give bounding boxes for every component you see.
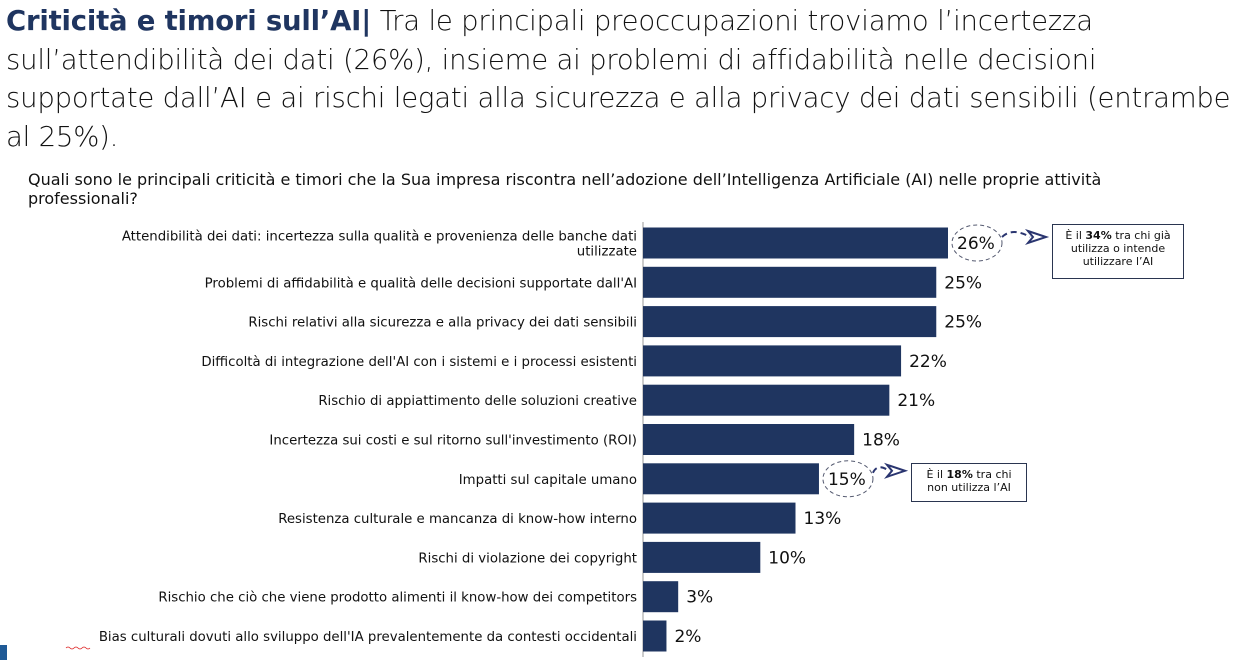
bar	[643, 266, 937, 298]
survey-question: Quali sono le principali criticità e tim…	[28, 170, 1102, 208]
value-label: 10%	[768, 548, 806, 568]
bar	[643, 502, 796, 534]
arrowhead-icon	[883, 462, 909, 479]
value-label: 3%	[686, 588, 713, 608]
note-text: È il	[926, 468, 947, 481]
note-text: È il	[1065, 229, 1086, 242]
headline-text: Tra le principali preoccupazioni troviam…	[6, 5, 1231, 153]
note-value: 18%	[946, 468, 973, 481]
bar	[643, 306, 937, 338]
callout-note-1: È il 34% tra chi già utilizza o intende …	[1052, 224, 1184, 279]
note-text: tra chi già utilizza o intende utilizzar…	[1070, 229, 1171, 268]
category-label: Impatti sul capitale umano	[459, 473, 637, 488]
value-label: 15%	[828, 470, 866, 490]
highlight-circle	[951, 224, 1003, 262]
bar	[643, 541, 761, 573]
category-label: Problemi di affidabilità e qualità delle…	[205, 275, 637, 291]
value-label: 26%	[957, 234, 995, 254]
value-label: 22%	[909, 352, 947, 372]
corner-logo-fragment	[0, 645, 7, 660]
bar	[643, 384, 890, 416]
category-label: Rischi di violazione dei copyright	[418, 551, 637, 566]
note-text: tra chi non utilizza l’AI	[927, 468, 1012, 494]
value-label: 21%	[897, 391, 935, 411]
bar	[643, 424, 855, 455]
headline: Criticità e timori sull’AI| Tra le princ…	[6, 2, 1236, 156]
bar	[643, 581, 679, 613]
note-value: 34%	[1085, 229, 1112, 242]
highlight-circle	[822, 460, 874, 498]
dashed-arrow	[1001, 231, 1031, 238]
value-label: 2%	[674, 627, 701, 647]
value-label: 25%	[944, 273, 982, 293]
category-label: utilizzate	[577, 245, 637, 260]
category-label: Rischi relativi alla sicurezza e alla pr…	[248, 316, 637, 331]
category-label: Bias culturali dovuti allo sviluppo dell…	[99, 630, 637, 645]
value-label: 13%	[804, 509, 842, 529]
category-label: Rischio che ciò che viene prodotto alime…	[158, 590, 637, 606]
category-label: Attendibilità dei dati: incertezza sulla…	[122, 229, 637, 245]
bar	[643, 620, 667, 652]
bar	[643, 227, 948, 259]
dashed-arrow	[872, 466, 890, 474]
arrowhead-icon	[1024, 228, 1050, 246]
category-label: Resistenza culturale e mancanza di know-…	[278, 512, 637, 527]
callout-note-2: È il 18% tra chi non utilizza l’AI	[911, 463, 1027, 502]
value-label: 25%	[944, 313, 982, 333]
headline-title: Criticità e timori sull’AI|	[6, 5, 372, 37]
bar	[643, 463, 819, 495]
value-label: 18%	[862, 431, 900, 451]
spellcheck-underline	[65, 646, 91, 650]
category-label: Incertezza sui costi e sul ritorno sull'…	[269, 434, 637, 449]
category-label: Difficoltà di integrazione dell'AI con i…	[201, 354, 637, 370]
bar	[643, 345, 902, 377]
category-label: Rischio di appiattimento delle soluzioni…	[318, 394, 637, 409]
